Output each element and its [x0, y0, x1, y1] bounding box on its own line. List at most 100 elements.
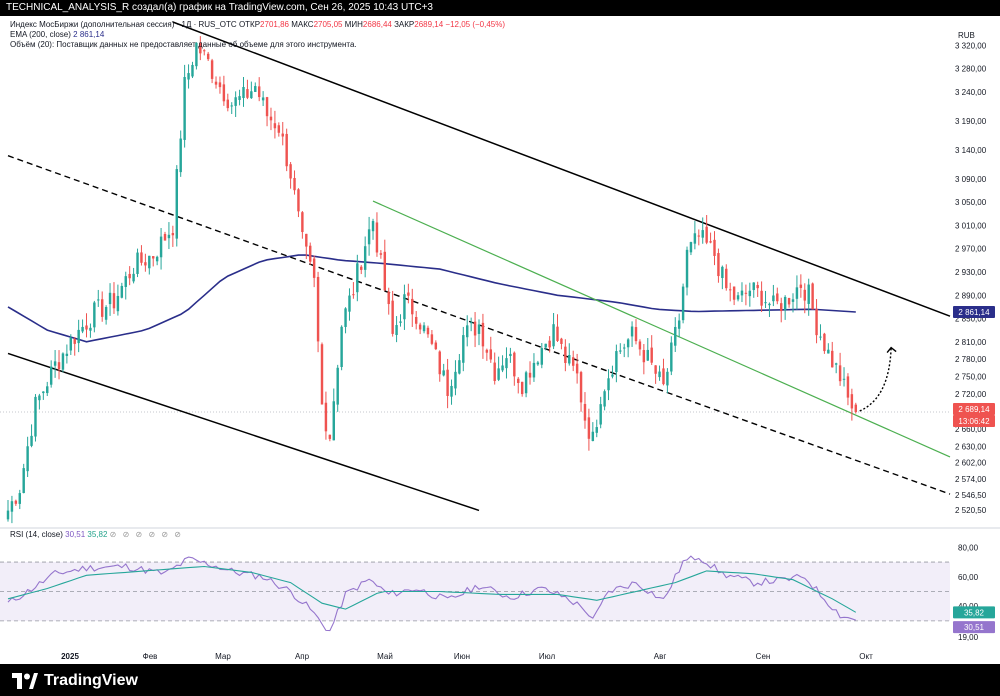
candle-body: [93, 302, 96, 328]
candle-body: [654, 365, 657, 374]
tradingview-logo[interactable]: TradingView: [12, 672, 138, 690]
candle-body: [195, 42, 198, 67]
legend-change: −12,05 (−0,45%): [445, 20, 506, 29]
candle-body: [171, 233, 175, 236]
candle-body: [473, 321, 477, 336]
candle-body: [850, 394, 854, 409]
chart-caption: TECHNICAL_ANALYSIS_R создал(а) график на…: [0, 0, 1000, 16]
candle-body: [379, 253, 383, 255]
currency-label: RUB: [958, 31, 975, 40]
candle-body: [418, 324, 422, 330]
candle-body: [721, 266, 724, 278]
rsi-lines: [7, 555, 857, 632]
candle-body: [583, 403, 587, 421]
legend-rsi-ma-value: 35,82: [87, 530, 108, 539]
price-tick-label: 2 750,00: [955, 373, 987, 382]
candle-body: [846, 376, 850, 398]
projection-arrow: [859, 347, 892, 412]
candle-body: [595, 427, 598, 433]
rsi-tick-label: 60,00: [958, 573, 979, 582]
candle-body: [163, 233, 167, 241]
candle-body: [623, 347, 626, 349]
candle-body: [442, 370, 445, 376]
candle-body: [811, 283, 814, 310]
green-trendline: [372, 200, 951, 458]
legend-high-value: 2705,05: [313, 20, 343, 29]
candle-body: [560, 338, 563, 344]
candle-body: [481, 322, 485, 347]
candle-body: [438, 351, 441, 375]
candle-body: [736, 295, 740, 300]
candle-body: [234, 97, 237, 106]
price-tick-label: 2 890,00: [955, 291, 987, 300]
candle-body: [407, 292, 410, 296]
candle-body: [387, 291, 390, 305]
candle-body: [332, 401, 335, 441]
candle-body: [206, 53, 210, 60]
legend-low-value: 2686,44: [362, 20, 392, 29]
candle-body: [732, 286, 736, 300]
footer-bar: TradingView: [0, 664, 1000, 696]
rsi-tick-label: 19,00: [958, 633, 979, 642]
price-badge: 2 689,14: [958, 405, 990, 414]
candle-body: [548, 340, 551, 348]
candle-body: [591, 431, 595, 442]
time-tick-label: Мар: [215, 652, 231, 661]
candle-body: [203, 50, 206, 52]
channel-upper-line: [172, 21, 951, 317]
candle-body: [155, 256, 159, 262]
candle-body: [854, 404, 858, 413]
candle-body: [536, 362, 540, 365]
candle-body: [466, 325, 469, 338]
candle-body: [756, 285, 759, 289]
candle-body: [104, 307, 108, 320]
candle-body: [191, 64, 194, 77]
legend-ema-row[interactable]: EMA (200, close) 2 861,14: [10, 30, 104, 39]
candle-body: [740, 290, 744, 296]
legend-ohlc-row: Индекс МосБиржи (дополнительная сессия) …: [10, 20, 505, 29]
candle-body: [705, 226, 708, 243]
legend-close-value: 2689,14: [414, 20, 444, 29]
candle-body: [65, 353, 69, 356]
legend-volume-row[interactable]: Объём (20): Поставщик данных не предоста…: [10, 40, 357, 49]
candle-body: [611, 374, 614, 377]
price-tick-label: 2 850,00: [955, 315, 987, 324]
candle-body: [340, 326, 343, 367]
candle-body: [22, 468, 25, 494]
candle-body: [277, 125, 281, 133]
candle-body: [752, 282, 755, 291]
legend-rsi-row[interactable]: RSI (14, close) 30,51 35,82 ⊘ ⊘ ⊘ ⊘ ⊘ ⊘: [10, 530, 183, 539]
projection-arrow-head: [886, 346, 897, 354]
legend-open-label: ОТКР: [238, 20, 261, 29]
candle-body: [603, 391, 606, 407]
candle-body: [426, 327, 430, 335]
candle-body: [399, 321, 402, 323]
candle-body: [674, 326, 677, 346]
candle-body: [167, 234, 171, 239]
candle-body: [301, 212, 304, 233]
candle-body: [360, 266, 363, 270]
candle-body: [175, 169, 178, 239]
candle-body: [159, 236, 163, 258]
chart-area[interactable]: RUB 3 320,00 3 280,00 3 240,00 3 190,00 3 140…: [0, 16, 1000, 664]
rsi-ma-badge: 35,82: [964, 608, 985, 617]
candle-body: [187, 73, 190, 80]
legend-symbol: Индекс МосБиржи (дополнительная сессия) …: [10, 20, 237, 29]
candle-body: [324, 402, 328, 432]
candle-body: [528, 372, 532, 378]
candle-body: [540, 348, 544, 365]
candle-body: [42, 391, 45, 394]
candle-body: [222, 84, 226, 102]
candle-body: [513, 352, 516, 377]
rsi-ma-badge-bg: [953, 606, 995, 619]
candle-body: [89, 327, 92, 331]
candle-body: [556, 326, 559, 341]
candle-body: [744, 292, 748, 294]
countdown-badge: 13:06:42: [958, 417, 990, 426]
candle-body: [148, 255, 151, 269]
candle-body: [218, 82, 222, 88]
candle-body: [838, 365, 842, 382]
legend-rsi-icons[interactable]: ⊘ ⊘ ⊘ ⊘ ⊘ ⊘: [109, 530, 184, 539]
